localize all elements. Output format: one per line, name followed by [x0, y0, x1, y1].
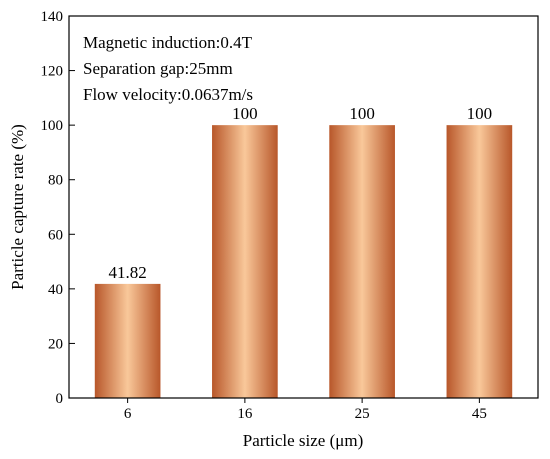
x-tick-label-16: 16	[237, 406, 253, 422]
y-tick-label: 120	[41, 64, 64, 80]
y-ticks-group: 0 20 40 60 80 100 120 140	[41, 9, 75, 407]
y-tick-label: 80	[48, 173, 63, 189]
bar-16	[212, 125, 278, 399]
x-axis-label: Particle size (μm)	[243, 431, 364, 450]
bars-group: 41.82 100 100 100	[94, 104, 513, 399]
y-tick-label: 20	[48, 336, 63, 352]
annotation-flow-velocity: Flow velocity:0.0637m/s	[83, 85, 253, 104]
x-ticks-group: 6 16 25 45	[124, 398, 487, 422]
plot-frame	[68, 15, 539, 399]
bar-45	[446, 125, 513, 399]
annotation-separation-gap: Separation gap:25mm	[83, 59, 233, 78]
y-axis-label: Particle capture rate (%)	[8, 124, 27, 290]
bar-6	[94, 283, 161, 398]
y-tick-label: 100	[41, 118, 64, 134]
bar-25	[329, 125, 395, 399]
y-tick-label: 60	[48, 227, 63, 243]
annotation-magnetic-induction: Magnetic induction:0.4T	[83, 33, 253, 52]
x-tick-label-6: 6	[124, 406, 132, 422]
x-tick-label-45: 45	[472, 406, 487, 422]
data-label-6: 41.82	[109, 263, 147, 282]
y-tick-label: 0	[56, 391, 64, 407]
data-label-45: 100	[467, 104, 493, 123]
y-tick-label: 40	[48, 282, 63, 298]
y-tick-label: 140	[41, 9, 64, 25]
x-tick-label-25: 25	[355, 406, 370, 422]
data-label-16: 100	[232, 104, 258, 123]
data-label-25: 100	[349, 104, 375, 123]
annotation-box: Magnetic induction:0.4T Separation gap:2…	[83, 33, 253, 104]
